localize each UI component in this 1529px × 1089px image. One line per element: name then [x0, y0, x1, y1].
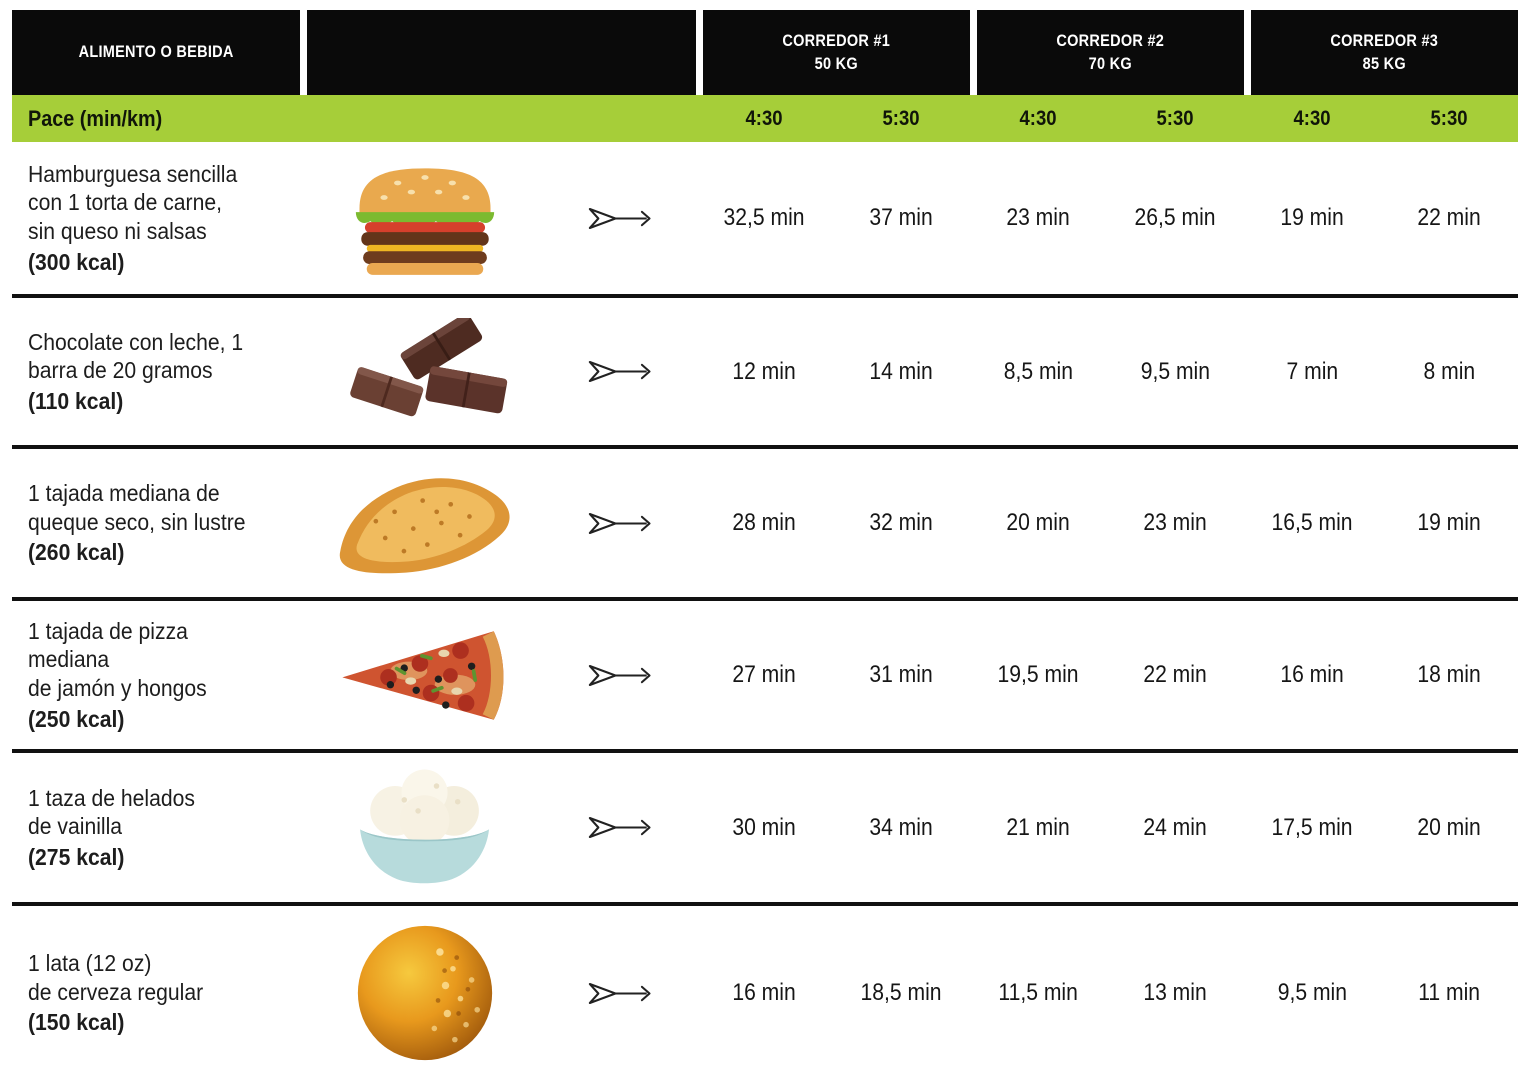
runner-1-title: CORREDOR #1 — [782, 32, 891, 51]
time-cell: 37 min — [869, 204, 934, 231]
food-description: 1 tajada mediana de queque seco, sin lus… — [28, 480, 246, 535]
time-cell: 13 min — [1143, 979, 1208, 1006]
arrow-icon — [550, 663, 696, 688]
pace-label: Pace (min/km) — [28, 105, 163, 131]
runner-3-weight: 85 KG — [1362, 54, 1407, 73]
food-description: Hamburguesa sencilla con 1 torta de carn… — [28, 160, 238, 244]
header-runner-1: CORREDOR #1 50 KG — [696, 10, 970, 95]
food-description: 1 taza de helados de vainilla — [28, 784, 195, 840]
runner-2-weight: 70 KG — [1088, 54, 1133, 73]
arrow-icon — [550, 981, 696, 1006]
food-calories: (150 kcal) — [28, 1009, 125, 1036]
food-description: Chocolate con leche, 1 barra de 20 gramo… — [28, 328, 244, 384]
time-cell: 23 min — [1006, 204, 1071, 231]
time-cell: 16,5 min — [1271, 509, 1354, 536]
food-description: 1 tajada de pizza mediana de jamón y hon… — [28, 617, 207, 701]
time-cell: 17,5 min — [1271, 813, 1354, 841]
time-cell: 32 min — [869, 509, 934, 536]
runner-3-title: CORREDOR #3 — [1330, 32, 1439, 51]
food-calories: (300 kcal) — [28, 248, 125, 275]
time-cell: 18 min — [1417, 661, 1482, 688]
time-cell: 19,5 min — [997, 661, 1080, 688]
ice-cream-image — [300, 763, 550, 892]
time-cell: 7 min — [1286, 357, 1339, 385]
runner-2-title: CORREDOR #2 — [1056, 32, 1165, 51]
header-runner-2: CORREDOR #2 70 KG — [970, 10, 1244, 95]
time-cell: 8,5 min — [1003, 357, 1074, 385]
time-cell: 34 min — [869, 813, 934, 841]
arrow-icon — [550, 359, 696, 384]
time-cell: 26,5 min — [1134, 204, 1217, 231]
time-cell: 23 min — [1143, 509, 1208, 536]
pace-value: 4:30 — [1294, 106, 1331, 130]
time-cell: 28 min — [732, 509, 797, 536]
time-cell: 14 min — [869, 357, 934, 385]
table-header: ALIMENTO O BEBIDA CORREDOR #1 50 KG CORR… — [12, 10, 1518, 95]
pace-row: Pace (min/km) 4:30 5:30 4:30 5:30 4:30 5… — [12, 95, 1518, 142]
food-description: 1 lata (12 oz) de cerveza regular — [28, 950, 204, 1005]
time-cell: 11 min — [1418, 979, 1481, 1006]
header-runner-3: CORREDOR #3 85 KG — [1244, 10, 1518, 95]
time-cell: 31 min — [869, 661, 934, 688]
time-cell: 32,5 min — [723, 204, 806, 231]
infographic-table: ALIMENTO O BEBIDA CORREDOR #1 50 KG CORR… — [0, 10, 1529, 1089]
runner-1-weight: 50 KG — [814, 54, 859, 73]
time-cell: 22 min — [1143, 661, 1208, 688]
time-cell: 18,5 min — [860, 979, 943, 1006]
time-cell: 9,5 min — [1277, 979, 1348, 1006]
pizza-slice-image — [300, 620, 550, 731]
time-cell: 8 min — [1423, 357, 1476, 385]
header-image-column — [300, 10, 696, 95]
time-cell: 9,5 min — [1140, 357, 1211, 385]
beer-image — [300, 924, 550, 1062]
table-row: Hamburguesa sencilla con 1 torta de carn… — [12, 142, 1518, 298]
time-cell: 24 min — [1143, 813, 1208, 841]
arrow-icon — [550, 206, 696, 231]
pace-value: 4:30 — [746, 106, 783, 130]
cake-slice-image — [300, 465, 550, 582]
food-calories: (260 kcal) — [28, 539, 125, 566]
pace-value: 5:30 — [1431, 106, 1468, 130]
pace-value: 5:30 — [1157, 106, 1194, 130]
chocolate-image — [300, 318, 550, 425]
header-food-column: ALIMENTO O BEBIDA — [12, 10, 300, 95]
time-cell: 19 min — [1280, 204, 1345, 231]
arrow-icon — [550, 511, 696, 536]
hamburger-image — [300, 161, 550, 275]
time-cell: 27 min — [732, 661, 797, 688]
time-cell: 12 min — [732, 357, 797, 385]
table-row: 1 tajada de pizza mediana de jamón y hon… — [12, 601, 1518, 753]
food-calories: (250 kcal) — [28, 705, 125, 732]
pace-value: 5:30 — [883, 106, 920, 130]
time-cell: 22 min — [1417, 204, 1482, 231]
time-cell: 16 min — [1280, 661, 1345, 688]
time-cell: 19 min — [1417, 509, 1482, 536]
time-cell: 11,5 min — [998, 979, 1079, 1006]
time-cell: 20 min — [1417, 813, 1482, 841]
time-cell: 21 min — [1006, 813, 1071, 841]
food-calories: (275 kcal) — [28, 843, 125, 870]
time-cell: 30 min — [732, 813, 797, 841]
arrow-icon — [550, 815, 696, 840]
time-cell: 20 min — [1006, 509, 1071, 536]
pace-value: 4:30 — [1020, 106, 1057, 130]
table-row: Chocolate con leche, 1 barra de 20 gramo… — [12, 298, 1518, 449]
table-row: 1 tajada mediana de queque seco, sin lus… — [12, 449, 1518, 601]
food-calories: (110 kcal) — [28, 387, 124, 414]
time-cell: 16 min — [732, 979, 797, 1006]
table-row: 1 taza de helados de vainilla (275 kcal) — [12, 753, 1518, 906]
header-food-label: ALIMENTO O BEBIDA — [78, 43, 234, 62]
table-row: 1 lata (12 oz) de cerveza regular (150 k… — [12, 906, 1518, 1080]
